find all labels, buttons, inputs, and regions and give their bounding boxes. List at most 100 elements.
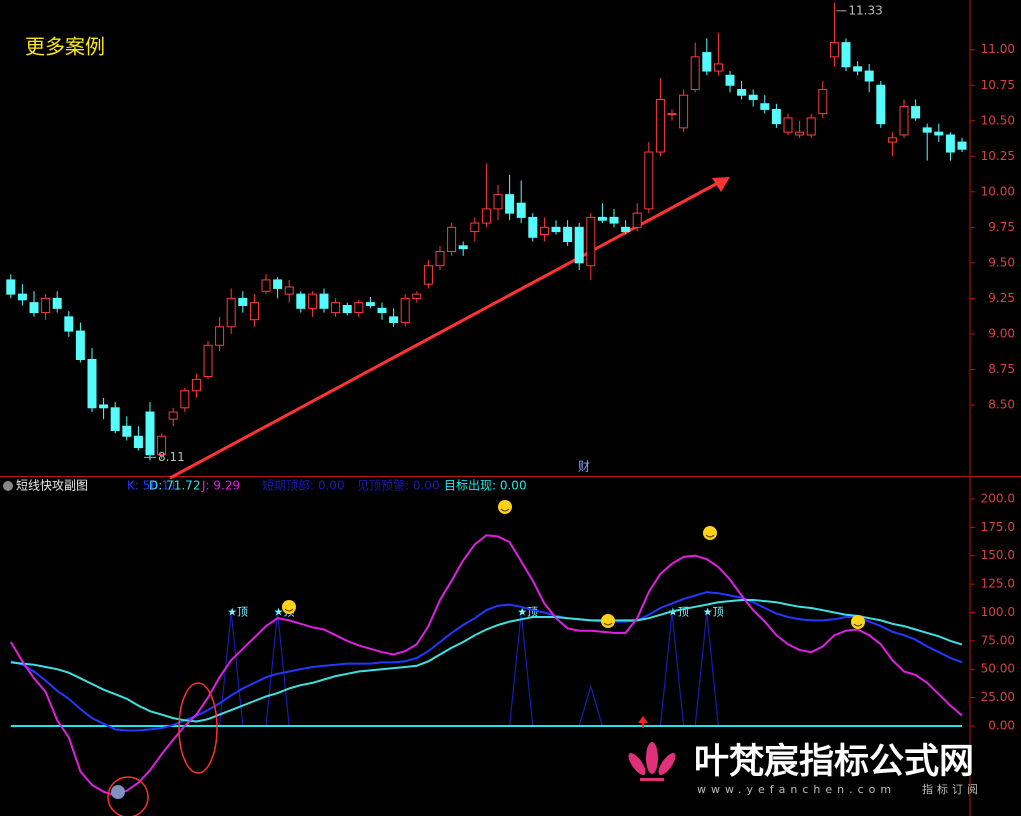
candle-body [226, 297, 236, 328]
candle-body [458, 245, 468, 250]
candle-body [887, 137, 897, 143]
y-tick-label: 0.00 [988, 718, 1015, 732]
watermark-url: www.yefanchen.com [697, 783, 896, 796]
smiley [601, 614, 615, 628]
candle-body [539, 226, 549, 235]
legend-item: K: 56.11 [127, 479, 177, 493]
smiley [498, 500, 512, 514]
indicator-line [10, 591, 963, 732]
candle-body [597, 216, 607, 221]
candle-body [783, 117, 793, 133]
candle-body [110, 407, 120, 432]
candle-body [655, 98, 665, 153]
y-tick-label: 9.50 [988, 255, 1015, 269]
y-tick-label: 8.50 [988, 397, 1015, 411]
candle-body [29, 302, 39, 314]
min-label: 8.11 [158, 450, 185, 464]
watermark-tag: 指标订阅 [922, 782, 982, 796]
candle-body [75, 330, 85, 360]
candle-body [899, 106, 909, 136]
y-tick-label: 125.0 [981, 577, 1015, 591]
watermark-logo [628, 742, 676, 781]
candle-body [829, 42, 839, 58]
y-tick-label: 8.75 [988, 362, 1015, 376]
candle-body [412, 293, 422, 299]
collapse-icon [3, 481, 13, 491]
candle-body [319, 293, 329, 309]
smiley-faces [284, 508, 863, 627]
point-label: ★顶 [517, 605, 538, 618]
highlight-circle [107, 776, 149, 816]
y-tick-label: 11.00 [981, 42, 1015, 56]
up-arrow-icon [638, 716, 648, 723]
candle-body [876, 84, 886, 125]
smiley-icons [282, 500, 865, 629]
candle-body [702, 52, 712, 72]
candle-body [400, 297, 410, 324]
logo-petal [628, 752, 646, 776]
candle-body [365, 302, 375, 306]
candle-body [667, 113, 677, 116]
candle-body [945, 134, 955, 153]
candle-body [563, 226, 573, 243]
candle-body [690, 56, 700, 91]
candle-body [64, 316, 74, 332]
candle-body [516, 202, 526, 218]
candle-body [574, 226, 584, 264]
y-tick-label: 75.00 [981, 633, 1015, 647]
candle-body [215, 326, 225, 346]
candle-body [725, 74, 735, 86]
candle-body [52, 297, 62, 309]
y-tick-label: 9.75 [988, 220, 1015, 234]
point-label: ★顶 [703, 605, 724, 618]
candle-body [748, 94, 758, 100]
candle-body [551, 226, 561, 233]
y-tick-label: 50.00 [981, 662, 1015, 676]
candle-body [493, 194, 503, 210]
smile [705, 534, 715, 538]
candle-body [621, 226, 631, 233]
y-tick-label: 9.25 [988, 291, 1015, 305]
candle-body [586, 216, 596, 267]
candle-body [191, 378, 201, 392]
logo-base [640, 778, 664, 781]
candle-body [505, 194, 515, 214]
candle-body [273, 279, 283, 289]
candle-body [331, 302, 341, 314]
candle-body [713, 63, 723, 72]
candle-body [447, 226, 457, 252]
y-tick-label: 175.0 [981, 520, 1015, 534]
smile [284, 608, 294, 612]
indicator-line [10, 599, 963, 723]
annotation: 财 [578, 460, 590, 474]
candle-body [853, 66, 863, 72]
smiley [703, 526, 717, 540]
candle-body [609, 216, 619, 224]
trend-arrow [169, 182, 717, 480]
smiley [851, 615, 865, 629]
point-label: ★顶 [227, 605, 248, 618]
candle-body [841, 42, 851, 68]
legend-item: 短期顶部: 0.00 [262, 478, 345, 493]
watermark-title: 叶梵宸指标公式网 [694, 742, 974, 782]
candle-body [470, 222, 480, 233]
smiley [282, 600, 296, 614]
y-tick-label: 10.25 [981, 149, 1015, 163]
smile [603, 622, 613, 626]
smile [853, 623, 863, 627]
legend-item: 目标出现: 0.00 [444, 479, 527, 493]
candle-body [423, 265, 433, 285]
panel-title: 短线快攻副图 [16, 479, 88, 493]
candle-body [528, 216, 538, 238]
candle-body [180, 390, 190, 409]
candle-body [632, 212, 642, 228]
candle-body [922, 127, 932, 133]
candle-body [249, 302, 259, 321]
y-tick-label: 9.00 [988, 326, 1015, 340]
candle-body [377, 307, 387, 314]
candle-body [760, 103, 770, 110]
lower-panel: 8.50 8.75 9.00 9.25 9.50 9.75 10.00 10.25 10.50 1… [3, 2, 1015, 797]
y-tick-label: 10.50 [981, 113, 1015, 127]
